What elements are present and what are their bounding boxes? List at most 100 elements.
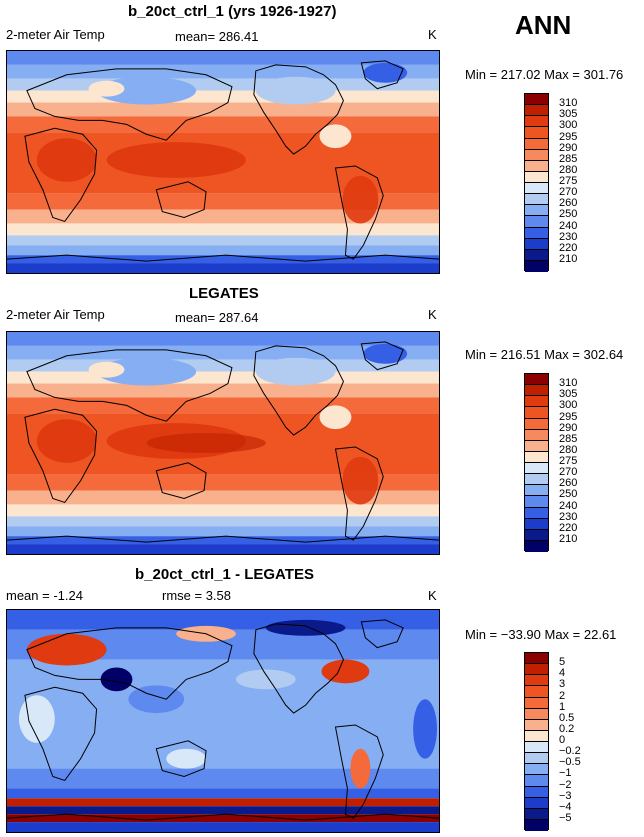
colorbar-swatch xyxy=(525,194,548,206)
colorbar-swatch xyxy=(525,786,548,798)
colorbar-tick-label: 250 xyxy=(559,488,578,501)
panel-2-units: K xyxy=(428,307,437,322)
colorbar-tick-label: 210 xyxy=(559,252,578,265)
colorbar-tick-label: 300 xyxy=(559,119,578,132)
panel-2-title: LEGATES xyxy=(189,285,259,302)
colorbar-swatch xyxy=(525,764,548,776)
colorbar-swatch xyxy=(525,249,548,261)
colorbar-tick-label: 290 xyxy=(559,421,578,434)
colorbar-tick-label: 270 xyxy=(559,466,578,479)
colorbar-swatch xyxy=(525,474,548,486)
colorbar-tick-label: 220 xyxy=(559,521,578,534)
colorbar-tick-label: −0.2 xyxy=(559,745,581,758)
colorbar-swatch xyxy=(525,396,548,408)
colorbar-swatch xyxy=(525,238,548,250)
panel-1-minmax: Min = 217.02 Max = 301.76 xyxy=(465,67,624,82)
colorbar-swatch xyxy=(525,485,548,497)
panel-3-mean: mean = -1.24 xyxy=(6,588,83,603)
panel-2-map xyxy=(6,331,440,555)
colorbar-swatch xyxy=(525,94,548,106)
colorbar-swatch xyxy=(525,216,548,228)
panel-1-units: K xyxy=(428,27,437,42)
colorbar-swatch xyxy=(525,451,548,463)
colorbar-tick-label: 275 xyxy=(559,175,578,187)
colorbar-swatch xyxy=(525,742,548,754)
colorbar-swatch xyxy=(525,540,548,552)
panel-1-mean: mean= 286.41 xyxy=(175,29,259,44)
colorbar-swatch xyxy=(525,227,548,239)
colorbar-tick-label: 275 xyxy=(559,455,578,467)
colorbar-swatch xyxy=(525,753,548,765)
colorbar-swatch xyxy=(525,260,548,272)
colorbar-tick-label: 240 xyxy=(559,219,578,232)
colorbar-swatch xyxy=(525,171,548,183)
colorbar-swatch xyxy=(525,374,548,386)
panel-3-colorbar xyxy=(524,652,549,831)
colorbar-tick-label: −0.5 xyxy=(559,756,581,769)
colorbar-swatch xyxy=(525,518,548,530)
colorbar-tick-label: 1 xyxy=(559,700,566,713)
panel-1-variable-label: 2-meter Air Temp xyxy=(6,27,105,42)
colorbar-swatch xyxy=(525,463,548,475)
colorbar-swatch xyxy=(525,664,548,676)
colorbar-swatch xyxy=(525,697,548,709)
colorbar-tick-label: 295 xyxy=(559,410,578,423)
colorbar-tick-label: 4 xyxy=(559,667,566,680)
colorbar-tick-label: 2 xyxy=(559,689,566,702)
colorbar-swatch xyxy=(525,105,548,117)
colorbar-swatch xyxy=(525,138,548,150)
colorbar-swatch xyxy=(525,116,548,128)
colorbar-swatch xyxy=(525,808,548,820)
colorbar-tick-label: −5 xyxy=(559,811,572,824)
colorbar-tick-label: 240 xyxy=(559,499,578,512)
colorbar-tick-label: −3 xyxy=(559,789,572,802)
colorbar-tick-label: 280 xyxy=(559,163,578,176)
panel-2-minmax: Min = 216.51 Max = 302.64 xyxy=(465,347,624,362)
colorbar-swatch xyxy=(525,385,548,397)
colorbar-swatch xyxy=(525,653,548,665)
colorbar-tick-label: 260 xyxy=(559,197,578,210)
panel-1-colorbar xyxy=(524,93,549,272)
colorbar-swatch xyxy=(525,429,548,441)
colorbar-swatch xyxy=(525,819,548,831)
panel-1-map xyxy=(6,50,440,274)
colorbar-swatch xyxy=(525,127,548,139)
colorbar-tick-label: 310 xyxy=(559,377,578,390)
colorbar-tick-label: 0.5 xyxy=(559,711,575,724)
colorbar-swatch xyxy=(525,507,548,519)
colorbar-tick-label: −1 xyxy=(559,767,572,780)
panel-3-minmax: Min = −33.90 Max = 22.61 xyxy=(465,627,617,642)
colorbar-tick-label: 250 xyxy=(559,208,578,221)
colorbar-tick-label: 285 xyxy=(559,432,578,445)
colorbar-tick-label: 300 xyxy=(559,399,578,412)
colorbar-swatch xyxy=(525,686,548,698)
colorbar-swatch xyxy=(525,719,548,731)
colorbar-tick-label: 260 xyxy=(559,477,578,490)
panel-3-title: b_20ct_ctrl_1 - LEGATES xyxy=(135,566,314,583)
colorbar-swatch xyxy=(525,160,548,172)
colorbar-tick-label: 230 xyxy=(559,230,578,243)
colorbar-tick-label: 5 xyxy=(559,656,566,669)
colorbar-tick-label: 0 xyxy=(559,734,566,746)
colorbar-swatch xyxy=(525,675,548,687)
colorbar-swatch xyxy=(525,440,548,452)
colorbar-tick-label: 295 xyxy=(559,130,578,143)
panel-2-mean: mean= 287.64 xyxy=(175,310,259,325)
colorbar-swatch xyxy=(525,730,548,742)
colorbar-tick-label: 285 xyxy=(559,152,578,165)
colorbar-tick-label: 220 xyxy=(559,241,578,254)
colorbar-swatch xyxy=(525,529,548,541)
colorbar-tick-label: 280 xyxy=(559,443,578,456)
colorbar-swatch xyxy=(525,205,548,217)
colorbar-tick-label: 310 xyxy=(559,97,578,110)
colorbar-tick-label: −4 xyxy=(559,800,572,813)
colorbar-tick-label: 3 xyxy=(559,678,566,691)
colorbar-swatch xyxy=(525,708,548,720)
season-label: ANN xyxy=(515,10,572,40)
colorbar-swatch xyxy=(525,407,548,419)
panel-2-variable-label: 2-meter Air Temp xyxy=(6,307,105,322)
colorbar-tick-label: 290 xyxy=(559,141,578,154)
panel-3-map xyxy=(6,609,440,833)
colorbar-swatch xyxy=(525,775,548,787)
panel-3-units: K xyxy=(428,588,437,603)
